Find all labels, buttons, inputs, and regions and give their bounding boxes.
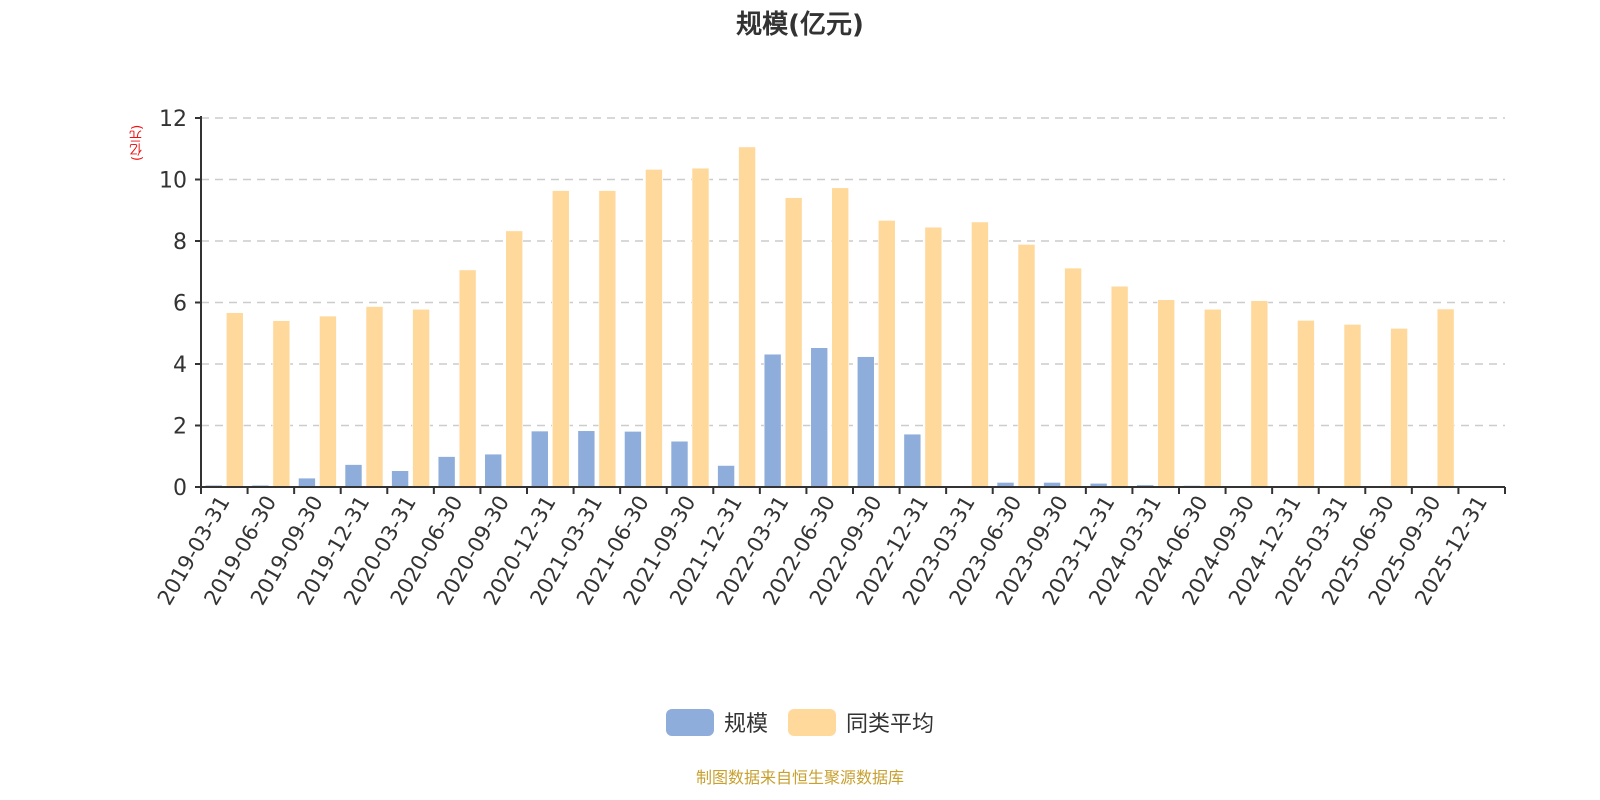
bar-peer-average[interactable] (831, 187, 850, 488)
bar-peer-average[interactable] (598, 190, 617, 488)
legend-swatch-scale (665, 708, 714, 736)
bar-peer-average[interactable] (505, 230, 524, 488)
bar-scale[interactable] (810, 347, 829, 488)
y-tick-label: 4 (173, 353, 187, 378)
bar-peer-average[interactable] (877, 220, 896, 488)
bar-peer-average[interactable] (1110, 285, 1129, 488)
bar-series (204, 146, 1481, 488)
legend: 规模 同类平均 (0, 706, 1600, 738)
bar-peer-average[interactable] (645, 169, 663, 488)
bar-scale[interactable] (763, 353, 782, 488)
bar-peer-average[interactable] (1436, 308, 1455, 488)
legend-item-peer-average[interactable]: 同类平均 (788, 706, 934, 738)
legend-item-scale[interactable]: 规模 (665, 706, 768, 738)
bar-peer-average[interactable] (365, 306, 384, 488)
bar-peer-average[interactable] (691, 167, 710, 488)
y-tick-label: 2 (173, 415, 187, 440)
bar-peer-average[interactable] (412, 308, 430, 488)
legend-swatch-peer-average (788, 708, 836, 736)
bar-scale[interactable] (717, 465, 735, 488)
bar-scale[interactable] (856, 356, 875, 488)
bar-scale[interactable] (670, 440, 689, 488)
bar-scale[interactable] (344, 464, 363, 488)
bar-peer-average[interactable] (1017, 244, 1036, 488)
bar-peer-average[interactable] (1157, 299, 1176, 488)
y-axis-ticks: 0 2 4 6 8 10 12 (159, 107, 201, 501)
y-tick-label: 12 (159, 107, 187, 132)
bar-peer-average[interactable] (1064, 267, 1082, 488)
bar-scale[interactable] (484, 453, 503, 488)
bar-peer-average[interactable] (272, 320, 291, 488)
y-tick-label: 10 (159, 169, 187, 194)
y-tick-label: 8 (173, 230, 187, 255)
bar-peer-average[interactable] (971, 221, 989, 488)
x-axis-ticks: 2019-03-312019-06-302019-09-302019-12-31… (153, 487, 1506, 609)
bar-peer-average[interactable] (784, 197, 803, 488)
bar-peer-average[interactable] (319, 315, 337, 488)
bar-peer-average[interactable] (458, 269, 477, 488)
legend-label-peer-average: 同类平均 (846, 712, 935, 737)
bar-scale[interactable] (577, 430, 596, 488)
bar-scale[interactable] (903, 433, 922, 488)
chart-title: 规模(亿元) (736, 10, 864, 40)
legend-label-scale: 规模 (723, 712, 768, 737)
bar-peer-average[interactable] (1250, 300, 1269, 488)
bar-peer-average[interactable] (1390, 328, 1408, 488)
bar-scale[interactable] (624, 431, 642, 488)
y-tick-label: 0 (173, 476, 187, 501)
bar-peer-average[interactable] (225, 312, 244, 488)
bar-peer-average[interactable] (924, 226, 943, 488)
bar-scale[interactable] (437, 456, 456, 488)
bar-chart: 0 2 4 6 8 10 12 2019-03-312019-06-302019-09-30… (153, 107, 1506, 609)
bar-peer-average[interactable] (1343, 324, 1362, 488)
bar-peer-average[interactable] (1297, 320, 1315, 488)
bar-scale[interactable] (298, 477, 316, 488)
bar-scale[interactable] (391, 470, 409, 488)
bar-peer-average[interactable] (1203, 308, 1222, 488)
data-source-footer: 制图数据来自恒生聚源数据库 (695, 768, 904, 787)
bar-peer-average[interactable] (551, 190, 570, 488)
bar-scale[interactable] (530, 430, 549, 488)
y-tick-label: 6 (173, 292, 187, 317)
bar-peer-average[interactable] (738, 146, 756, 488)
